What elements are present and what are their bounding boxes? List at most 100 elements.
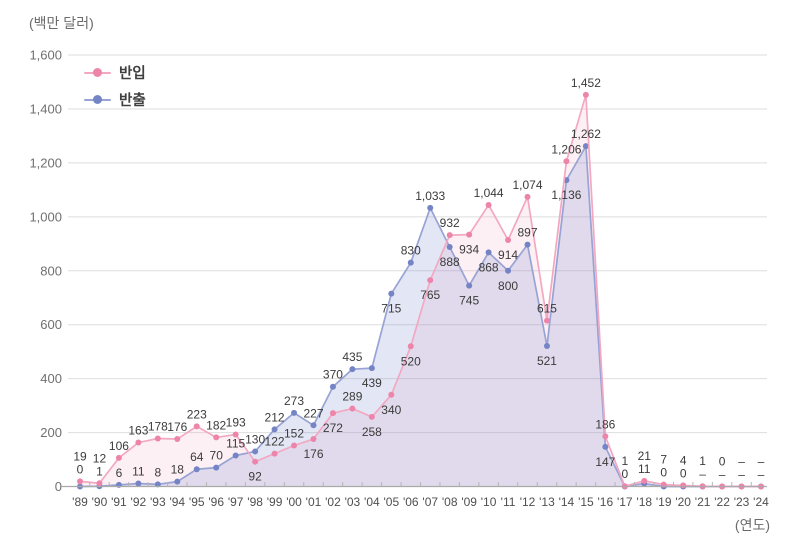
- svg-text:1: 1: [621, 454, 628, 468]
- svg-text:0: 0: [77, 462, 84, 476]
- svg-text:70: 70: [210, 449, 224, 463]
- svg-text:18: 18: [171, 463, 185, 477]
- svg-text:'24: '24: [753, 495, 769, 509]
- svg-text:0: 0: [55, 479, 62, 494]
- svg-text:182: 182: [206, 418, 226, 432]
- svg-text:'02: '02: [325, 495, 341, 509]
- svg-text:830: 830: [401, 244, 421, 258]
- svg-text:11: 11: [638, 462, 651, 476]
- svg-text:–: –: [758, 468, 765, 482]
- svg-text:289: 289: [342, 390, 362, 404]
- x-axis-ticks: [89, 482, 752, 487]
- svg-text:'97: '97: [228, 495, 244, 509]
- svg-text:'94: '94: [169, 495, 185, 509]
- x-axis-unit-label: (연도): [734, 517, 770, 533]
- svg-text:'03: '03: [345, 495, 361, 509]
- svg-text:897: 897: [517, 226, 537, 240]
- svg-text:'06: '06: [403, 495, 419, 509]
- svg-text:223: 223: [187, 407, 207, 421]
- svg-text:1,452: 1,452: [571, 76, 601, 90]
- legend-marker-blue-icon: [84, 94, 111, 105]
- svg-text:1,206: 1,206: [551, 142, 581, 156]
- svg-text:176: 176: [303, 447, 323, 461]
- svg-text:178: 178: [148, 419, 168, 433]
- chart-legend: 반입 반출: [84, 59, 146, 113]
- svg-text:212: 212: [265, 410, 285, 424]
- svg-text:8: 8: [154, 465, 161, 479]
- svg-text:'95: '95: [189, 495, 205, 509]
- svg-text:'17: '17: [617, 495, 633, 509]
- svg-text:273: 273: [284, 394, 304, 408]
- svg-text:4: 4: [680, 453, 687, 467]
- svg-text:6: 6: [116, 466, 123, 480]
- svg-text:–: –: [699, 467, 706, 481]
- svg-text:1,600: 1,600: [29, 48, 62, 63]
- svg-text:–: –: [738, 468, 745, 482]
- svg-text:11: 11: [132, 465, 145, 479]
- svg-text:1,262: 1,262: [571, 127, 601, 141]
- svg-text:130: 130: [245, 432, 265, 446]
- svg-text:'05: '05: [383, 495, 399, 509]
- svg-text:21: 21: [638, 449, 652, 463]
- svg-text:'98: '98: [247, 495, 263, 509]
- value-labels: 1901211066163111788176182236418270193115…: [73, 76, 764, 484]
- svg-text:745: 745: [459, 294, 479, 308]
- svg-text:1: 1: [699, 454, 706, 468]
- svg-text:'89: '89: [72, 495, 88, 509]
- svg-text:0: 0: [680, 466, 687, 480]
- svg-text:'92: '92: [131, 495, 147, 509]
- svg-text:1,200: 1,200: [29, 155, 62, 170]
- svg-text:800: 800: [498, 279, 518, 293]
- svg-text:163: 163: [128, 424, 148, 438]
- svg-text:106: 106: [109, 439, 129, 453]
- svg-text:'10: '10: [481, 495, 497, 509]
- svg-text:193: 193: [226, 415, 246, 429]
- svg-text:615: 615: [537, 302, 557, 316]
- svg-text:'01: '01: [306, 495, 322, 509]
- svg-text:520: 520: [401, 354, 421, 368]
- svg-text:'14: '14: [559, 495, 575, 509]
- svg-text:'23: '23: [734, 495, 750, 509]
- svg-text:435: 435: [342, 350, 362, 364]
- svg-text:227: 227: [303, 406, 323, 420]
- legend-item-banip: 반입: [84, 59, 146, 86]
- svg-text:7: 7: [660, 453, 667, 467]
- svg-text:'13: '13: [539, 495, 555, 509]
- svg-text:1,074: 1,074: [512, 178, 542, 192]
- svg-text:'15: '15: [578, 495, 594, 509]
- svg-text:'96: '96: [208, 495, 224, 509]
- svg-text:'11: '11: [501, 495, 516, 509]
- svg-text:0: 0: [719, 455, 726, 469]
- svg-text:64: 64: [190, 450, 204, 464]
- svg-text:'09: '09: [461, 495, 477, 509]
- svg-text:'21: '21: [695, 495, 711, 509]
- svg-text:439: 439: [362, 376, 382, 390]
- svg-text:200: 200: [40, 425, 62, 440]
- svg-text:914: 914: [498, 248, 518, 262]
- svg-text:932: 932: [440, 216, 460, 230]
- svg-text:'22: '22: [714, 495, 730, 509]
- svg-text:'19: '19: [656, 495, 672, 509]
- svg-text:186: 186: [595, 417, 615, 431]
- svg-text:258: 258: [362, 425, 382, 439]
- svg-text:888: 888: [440, 255, 460, 269]
- line-banip: [79, 94, 761, 488]
- legend-label-banip: 반입: [119, 66, 146, 82]
- y-axis-unit-label: (백만 달러): [29, 15, 94, 31]
- svg-text:'12: '12: [520, 495, 536, 509]
- svg-text:'90: '90: [92, 495, 108, 509]
- svg-text:'08: '08: [442, 495, 458, 509]
- legend-label-banchul: 반출: [119, 93, 146, 109]
- svg-text:934: 934: [459, 243, 479, 257]
- svg-text:'00: '00: [286, 495, 302, 509]
- svg-text:521: 521: [537, 354, 557, 368]
- x-axis-labels: '89'90'91'92'93'94'95'96'97'98'99'00'01 '…: [72, 495, 769, 509]
- svg-text:765: 765: [420, 288, 440, 302]
- svg-text:152: 152: [284, 427, 304, 441]
- y-axis-labels: 0 200 400 600 800 1,000 1,200 1,400 1,600: [29, 48, 62, 495]
- svg-text:1,000: 1,000: [29, 209, 62, 224]
- svg-text:600: 600: [40, 317, 62, 332]
- svg-text:1,044: 1,044: [474, 186, 504, 200]
